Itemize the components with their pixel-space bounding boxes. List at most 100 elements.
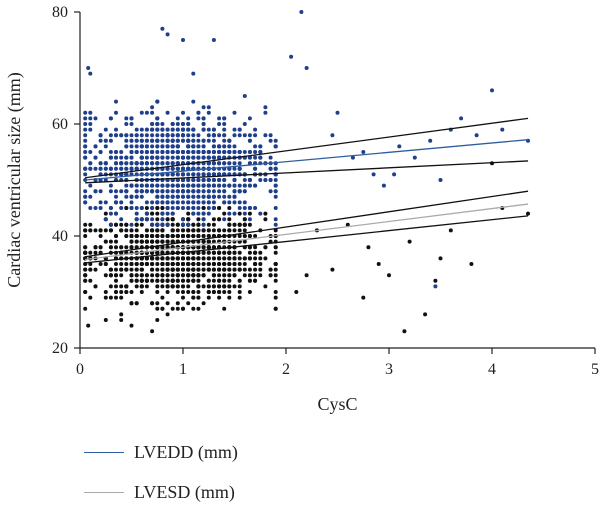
data-point-lvedd	[175, 178, 180, 182]
data-point-lvesd	[211, 284, 216, 289]
data-point-lvedd	[139, 189, 144, 194]
data-point-lvesd	[237, 234, 242, 238]
data-point-lvesd	[114, 290, 118, 294]
data-point-lvesd	[155, 267, 160, 272]
data-point-lvedd	[206, 138, 211, 143]
data-point-lvesd	[201, 301, 206, 306]
data-point-lvesd	[170, 306, 175, 311]
ci-lower-line-lvesd	[85, 215, 529, 264]
data-point-lvedd	[170, 138, 175, 143]
data-point-lvesd	[201, 245, 206, 250]
data-point-lvedd	[222, 127, 227, 132]
data-point-lvedd	[98, 189, 103, 194]
data-point-lvedd	[134, 183, 139, 188]
data-point-lvesd	[237, 256, 242, 261]
y-tick-label: 60	[52, 116, 68, 133]
data-point-lvedd	[129, 122, 134, 126]
data-point-lvedd	[227, 183, 232, 188]
data-point-lvedd	[150, 105, 155, 110]
data-point-lvedd	[114, 166, 118, 171]
data-point-lvedd	[206, 206, 211, 210]
data-point-lvedd	[273, 206, 278, 210]
data-point-lvesd	[175, 228, 180, 233]
data-point-lvedd	[181, 127, 185, 132]
data-point-lvesd	[114, 234, 118, 238]
data-point-lvesd	[273, 262, 278, 266]
data-point-lvedd	[124, 189, 129, 194]
data-point-lvedd	[150, 127, 155, 132]
data-point-lvedd	[150, 144, 155, 149]
y-tick-label: 40	[52, 228, 68, 245]
data-point-lvedd	[108, 189, 113, 194]
data-point-lvedd	[211, 133, 216, 138]
data-point-lvedd	[490, 88, 494, 93]
data-point-lvesd	[129, 278, 134, 283]
data-point-lvedd	[273, 194, 278, 199]
data-point-lvedd	[247, 161, 252, 166]
data-point-lvedd	[139, 144, 144, 149]
data-point-lvesd	[103, 228, 108, 233]
data-point-lvedd	[211, 194, 216, 199]
data-point-lvesd	[237, 228, 242, 233]
data-point-lvesd	[124, 234, 129, 238]
data-point-lvedd	[412, 155, 417, 160]
data-point-lvedd	[227, 161, 232, 166]
data-point-lvedd	[253, 166, 258, 171]
data-point-lvedd	[124, 133, 129, 138]
data-point-lvesd	[129, 273, 134, 278]
data-point-lvedd	[160, 200, 165, 205]
data-point-lvesd	[134, 222, 139, 227]
data-point-lvedd	[201, 189, 206, 194]
data-point-lvesd	[206, 239, 211, 244]
data-point-lvesd	[93, 245, 98, 250]
data-point-lvesd	[103, 318, 108, 322]
data-point-lvedd	[175, 183, 180, 188]
legend-label-lvedd: LVEDD (mm)	[134, 441, 238, 462]
data-point-lvedd	[103, 178, 108, 182]
data-point-lvedd	[144, 200, 149, 205]
data-point-lvedd	[181, 166, 185, 171]
data-point-lvesd	[206, 222, 211, 227]
data-point-lvedd	[108, 166, 113, 171]
data-point-lvesd	[191, 267, 196, 272]
data-point-lvedd	[119, 206, 124, 210]
data-point-lvesd	[242, 239, 247, 244]
data-point-lvedd	[181, 122, 185, 126]
data-point-lvedd	[134, 194, 139, 199]
data-point-lvedd	[191, 150, 196, 154]
data-point-lvesd	[165, 262, 170, 266]
data-point-lvedd	[160, 150, 165, 154]
data-point-lvesd	[196, 228, 201, 233]
data-point-lvesd	[201, 234, 206, 238]
data-point-lvedd	[500, 127, 505, 132]
data-point-lvedd	[114, 133, 118, 138]
data-point-lvesd	[155, 206, 160, 210]
data-point-lvesd	[175, 222, 180, 227]
data-point-lvedd	[196, 138, 201, 143]
data-point-lvesd	[88, 222, 93, 227]
legend-item-lvesd: LVESD (mm)	[84, 476, 238, 508]
data-point-lvedd	[268, 166, 273, 171]
data-point-lvedd	[134, 133, 139, 138]
axes-layer: 0 1 2 3 4 5 20 40 60 80	[52, 4, 599, 378]
data-point-lvedd	[253, 127, 258, 132]
data-point-lvedd	[93, 155, 98, 160]
data-point-lvesd	[114, 267, 118, 272]
data-point-lvesd	[103, 239, 108, 244]
data-point-lvedd	[88, 166, 93, 171]
data-point-lvedd	[155, 200, 160, 205]
data-point-lvedd	[160, 222, 165, 227]
data-point-lvesd	[201, 239, 206, 244]
data-point-lvesd	[144, 262, 149, 266]
data-point-lvesd	[155, 301, 160, 306]
data-point-lvedd	[191, 144, 196, 149]
data-point-lvesd	[124, 245, 129, 250]
data-point-lvedd	[206, 161, 211, 166]
data-point-lvedd	[196, 178, 201, 182]
data-point-lvedd	[165, 172, 170, 177]
data-point-lvedd	[114, 99, 118, 104]
data-point-lvedd	[83, 155, 88, 160]
data-point-lvesd	[196, 245, 201, 250]
data-point-lvesd	[258, 250, 263, 255]
data-point-lvedd	[88, 110, 93, 115]
